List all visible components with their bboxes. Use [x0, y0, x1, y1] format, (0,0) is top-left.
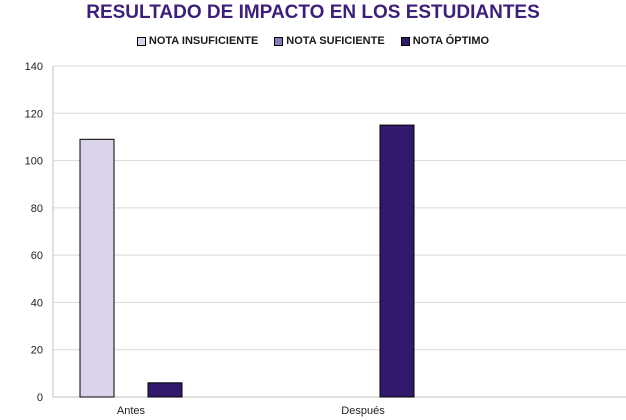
legend-label-optimo: NOTA ÓPTIMO: [412, 35, 490, 47]
legend-label-suficiente: NOTA SUFICIENTE: [286, 35, 385, 47]
legend-item-insuficiente: NOTA INSUFICIENTE: [136, 35, 259, 47]
legend-swatch-insuficiente: [136, 36, 146, 46]
chart-title: RESULTADO DE IMPACTO EN LOS ESTUDIANTES: [86, 2, 540, 23]
y-tick-label: 140: [25, 61, 43, 73]
bar: [147, 382, 183, 398]
y-tick-label: 60: [31, 250, 43, 262]
legend-item-optimo: NOTA ÓPTIMO: [400, 35, 490, 47]
legend-item-suficiente: NOTA SUFICIENTE: [274, 35, 385, 47]
legend-label-insuficiente: NOTA INSUFICIENTE: [148, 35, 259, 47]
x-tick-label: Después: [341, 405, 385, 417]
y-tick-label: 0: [37, 392, 43, 404]
bar: [379, 124, 415, 398]
y-tick-label: 100: [25, 156, 43, 168]
legend-swatch-suficiente: [274, 36, 284, 46]
y-tick-label: 120: [25, 108, 43, 120]
legend: NOTA INSUFICIENTE NOTA SUFICIENTE NOTA Ó…: [0, 35, 626, 47]
legend-swatch-optimo: [400, 36, 410, 46]
y-tick-label: 40: [31, 297, 43, 309]
y-tick-label: 80: [31, 203, 43, 215]
y-tick-label: 20: [31, 345, 43, 357]
x-tick-label: Antes: [117, 405, 146, 417]
bar: [79, 138, 115, 398]
